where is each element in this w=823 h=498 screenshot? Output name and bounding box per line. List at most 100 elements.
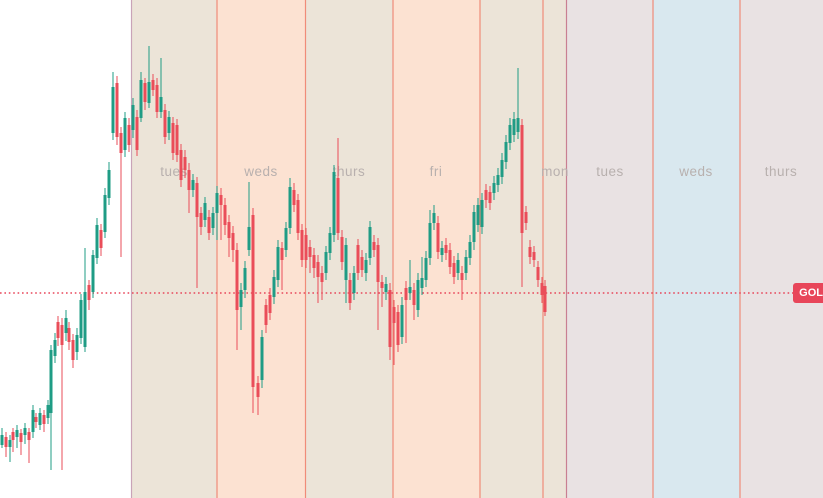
candle[interactable] (336, 138, 340, 240)
candle[interactable] (67, 322, 71, 350)
candle[interactable] (199, 207, 203, 235)
candle[interactable] (528, 240, 532, 264)
candle[interactable] (540, 277, 544, 303)
candle[interactable] (344, 238, 348, 303)
candle[interactable] (99, 224, 103, 256)
candle[interactable] (348, 273, 352, 310)
candle[interactable] (380, 275, 384, 307)
candle[interactable] (127, 118, 131, 152)
candle[interactable] (60, 318, 64, 470)
candle[interactable] (476, 198, 480, 232)
candle[interactable] (304, 228, 308, 268)
candle[interactable] (34, 413, 38, 428)
candle[interactable] (243, 261, 247, 298)
candle[interactable] (340, 230, 344, 270)
candle[interactable] (187, 163, 191, 213)
candle[interactable] (356, 239, 360, 280)
candle[interactable] (512, 112, 516, 142)
candle[interactable] (56, 316, 60, 346)
candle[interactable] (308, 240, 312, 273)
candle[interactable] (392, 300, 396, 365)
candle[interactable] (183, 150, 187, 178)
candle[interactable] (71, 334, 75, 368)
candle[interactable] (404, 281, 408, 343)
candle[interactable] (384, 277, 388, 300)
candle[interactable] (159, 58, 163, 118)
candle[interactable] (508, 118, 512, 150)
candle[interactable] (388, 283, 392, 360)
candle[interactable] (516, 68, 520, 139)
candle[interactable] (472, 205, 476, 250)
candle[interactable] (324, 246, 328, 280)
candle[interactable] (83, 248, 87, 352)
candle[interactable] (147, 46, 151, 108)
candle[interactable] (179, 144, 183, 187)
candle[interactable] (284, 222, 288, 257)
candle[interactable] (424, 251, 428, 287)
candle[interactable] (436, 216, 440, 259)
candle[interactable] (207, 210, 211, 240)
candle[interactable] (251, 208, 255, 413)
candle[interactable] (175, 119, 179, 162)
candle[interactable] (480, 193, 484, 234)
candle[interactable] (320, 266, 324, 300)
candle[interactable] (432, 205, 436, 230)
candle[interactable] (300, 224, 304, 267)
candle[interactable] (115, 76, 119, 145)
candle[interactable] (79, 294, 83, 344)
candle[interactable] (75, 328, 79, 360)
candle[interactable] (352, 266, 356, 300)
candle[interactable] (111, 72, 115, 140)
candle[interactable] (264, 299, 268, 333)
candle[interactable] (38, 408, 42, 430)
candle[interactable] (163, 104, 167, 144)
candle[interactable] (11, 428, 15, 452)
candle[interactable] (420, 257, 424, 295)
candle[interactable] (288, 178, 292, 234)
candle[interactable] (360, 250, 364, 277)
candle[interactable] (49, 345, 53, 470)
candle[interactable] (219, 188, 223, 240)
candle[interactable] (452, 256, 456, 284)
candle[interactable] (328, 227, 332, 260)
candle[interactable] (151, 74, 155, 96)
candle[interactable] (504, 135, 508, 169)
candle[interactable] (131, 98, 135, 138)
candle[interactable] (543, 280, 547, 316)
candle[interactable] (460, 266, 464, 300)
candle[interactable] (256, 376, 260, 415)
candle[interactable] (260, 330, 264, 388)
candle[interactable] (123, 112, 127, 157)
candle[interactable] (53, 333, 57, 363)
candle[interactable] (536, 261, 540, 287)
candle[interactable] (64, 310, 68, 341)
candle[interactable] (15, 425, 19, 448)
candle[interactable] (532, 246, 536, 267)
candle[interactable] (91, 250, 95, 298)
candle[interactable] (408, 260, 412, 300)
candle[interactable] (500, 153, 504, 184)
candle[interactable] (396, 305, 400, 352)
candle[interactable] (247, 182, 251, 256)
candle[interactable] (440, 241, 444, 262)
candle[interactable] (139, 72, 143, 122)
candle[interactable] (203, 197, 207, 227)
candle[interactable] (95, 218, 99, 264)
candle[interactable] (211, 207, 215, 235)
candle[interactable] (227, 215, 231, 257)
candle[interactable] (103, 188, 107, 238)
candle[interactable] (488, 186, 492, 210)
candle[interactable] (119, 127, 123, 257)
candle[interactable] (27, 428, 31, 463)
candle[interactable] (167, 111, 171, 140)
candle[interactable] (468, 235, 472, 265)
candle[interactable] (428, 210, 432, 265)
candle[interactable] (276, 240, 280, 287)
candle[interactable] (171, 117, 175, 160)
candle[interactable] (496, 168, 500, 192)
candle[interactable] (444, 238, 448, 260)
candle[interactable] (524, 206, 528, 230)
candle[interactable] (484, 184, 488, 208)
candle[interactable] (312, 248, 316, 278)
